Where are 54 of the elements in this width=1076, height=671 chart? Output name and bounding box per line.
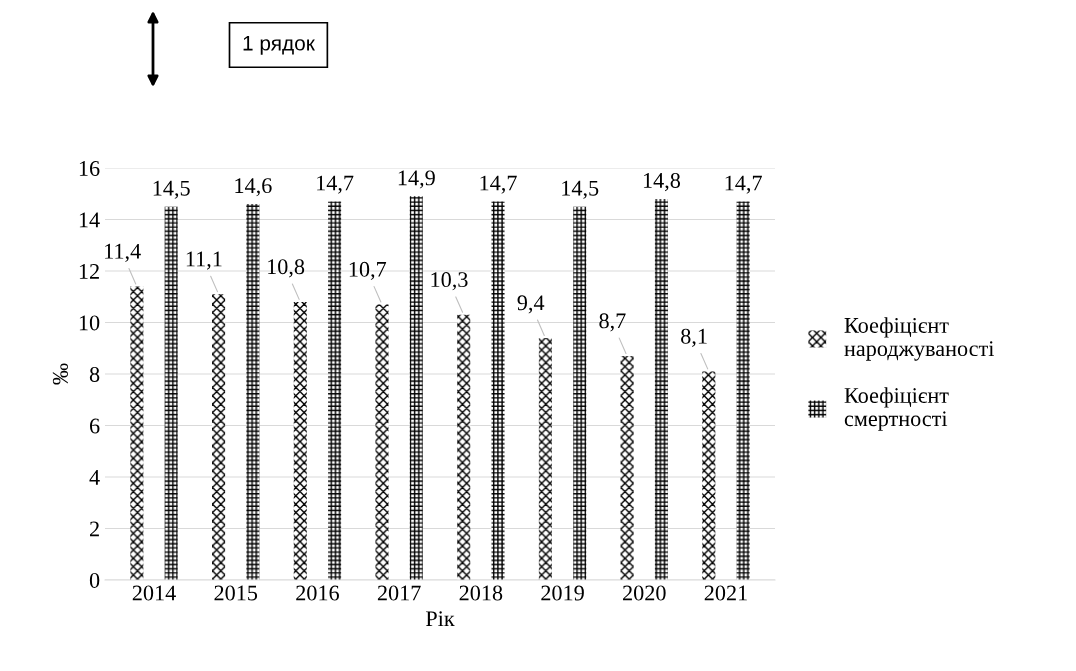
y-axis-title: ‰ bbox=[52, 363, 68, 385]
bar bbox=[573, 206, 587, 580]
y-tick-label: 6 bbox=[89, 418, 100, 434]
x-tick-label: 2019 bbox=[541, 585, 584, 601]
data-label: 10,7 bbox=[349, 261, 387, 280]
y-tick-label: 14 bbox=[79, 212, 100, 228]
y-tick-label: 8 bbox=[89, 366, 100, 382]
data-label: 14,6 bbox=[235, 178, 272, 197]
x-tick-label: 2014 bbox=[132, 585, 176, 601]
data-label: 8,7 bbox=[599, 313, 626, 332]
bar bbox=[491, 201, 505, 580]
x-axis-title: Рік bbox=[425, 611, 455, 626]
bar bbox=[293, 301, 307, 580]
bar bbox=[130, 286, 144, 580]
data-label: 14,9 bbox=[398, 170, 435, 189]
x-tick-label: 2016 bbox=[296, 585, 339, 601]
bar bbox=[736, 201, 750, 580]
data-label: 14,5 bbox=[562, 180, 599, 199]
data-label: 14,8 bbox=[643, 172, 681, 192]
data-label: 10,8 bbox=[268, 259, 305, 278]
bar bbox=[457, 314, 471, 580]
bar bbox=[702, 371, 716, 580]
bar bbox=[409, 196, 423, 580]
x-tick-label: 2015 bbox=[214, 585, 258, 601]
bar bbox=[538, 337, 552, 580]
bar bbox=[620, 355, 634, 580]
bar bbox=[164, 206, 178, 580]
y-tick-label: 12 bbox=[79, 263, 99, 279]
x-tick-label: 2020 bbox=[623, 585, 666, 601]
y-tick-label: 10 bbox=[79, 315, 100, 331]
data-label: 14,7 bbox=[725, 175, 762, 194]
data-label: 11,4 bbox=[105, 243, 141, 262]
text: 1 рядок bbox=[243, 36, 315, 55]
data-label: 14,5 bbox=[153, 180, 190, 199]
y-tick-label: 0 bbox=[89, 572, 100, 588]
bar bbox=[328, 201, 342, 580]
data-label: 11,1 bbox=[186, 251, 222, 270]
x-tick-label: 2017 bbox=[377, 585, 421, 601]
legend-label: Коефіцієнт смертності bbox=[844, 387, 949, 431]
data-label: 10,3 bbox=[431, 272, 468, 291]
data-label: 14,7 bbox=[317, 175, 354, 194]
bar bbox=[212, 294, 226, 580]
bar bbox=[246, 204, 260, 580]
x-tick-label: 2021 bbox=[704, 585, 747, 601]
data-label: 9,4 bbox=[517, 295, 545, 314]
x-tick-label: 2018 bbox=[459, 585, 503, 601]
y-tick-label: 4 bbox=[89, 470, 100, 485]
y-tick-label: 16 bbox=[79, 160, 100, 176]
y-tick-label: 2 bbox=[90, 521, 99, 537]
data-label: 8,1 bbox=[681, 328, 707, 347]
bar bbox=[375, 304, 389, 580]
bar bbox=[654, 198, 668, 580]
legend-label: Коефіцієнт народжуваності bbox=[844, 317, 994, 361]
data-label: 14,7 bbox=[480, 175, 517, 194]
